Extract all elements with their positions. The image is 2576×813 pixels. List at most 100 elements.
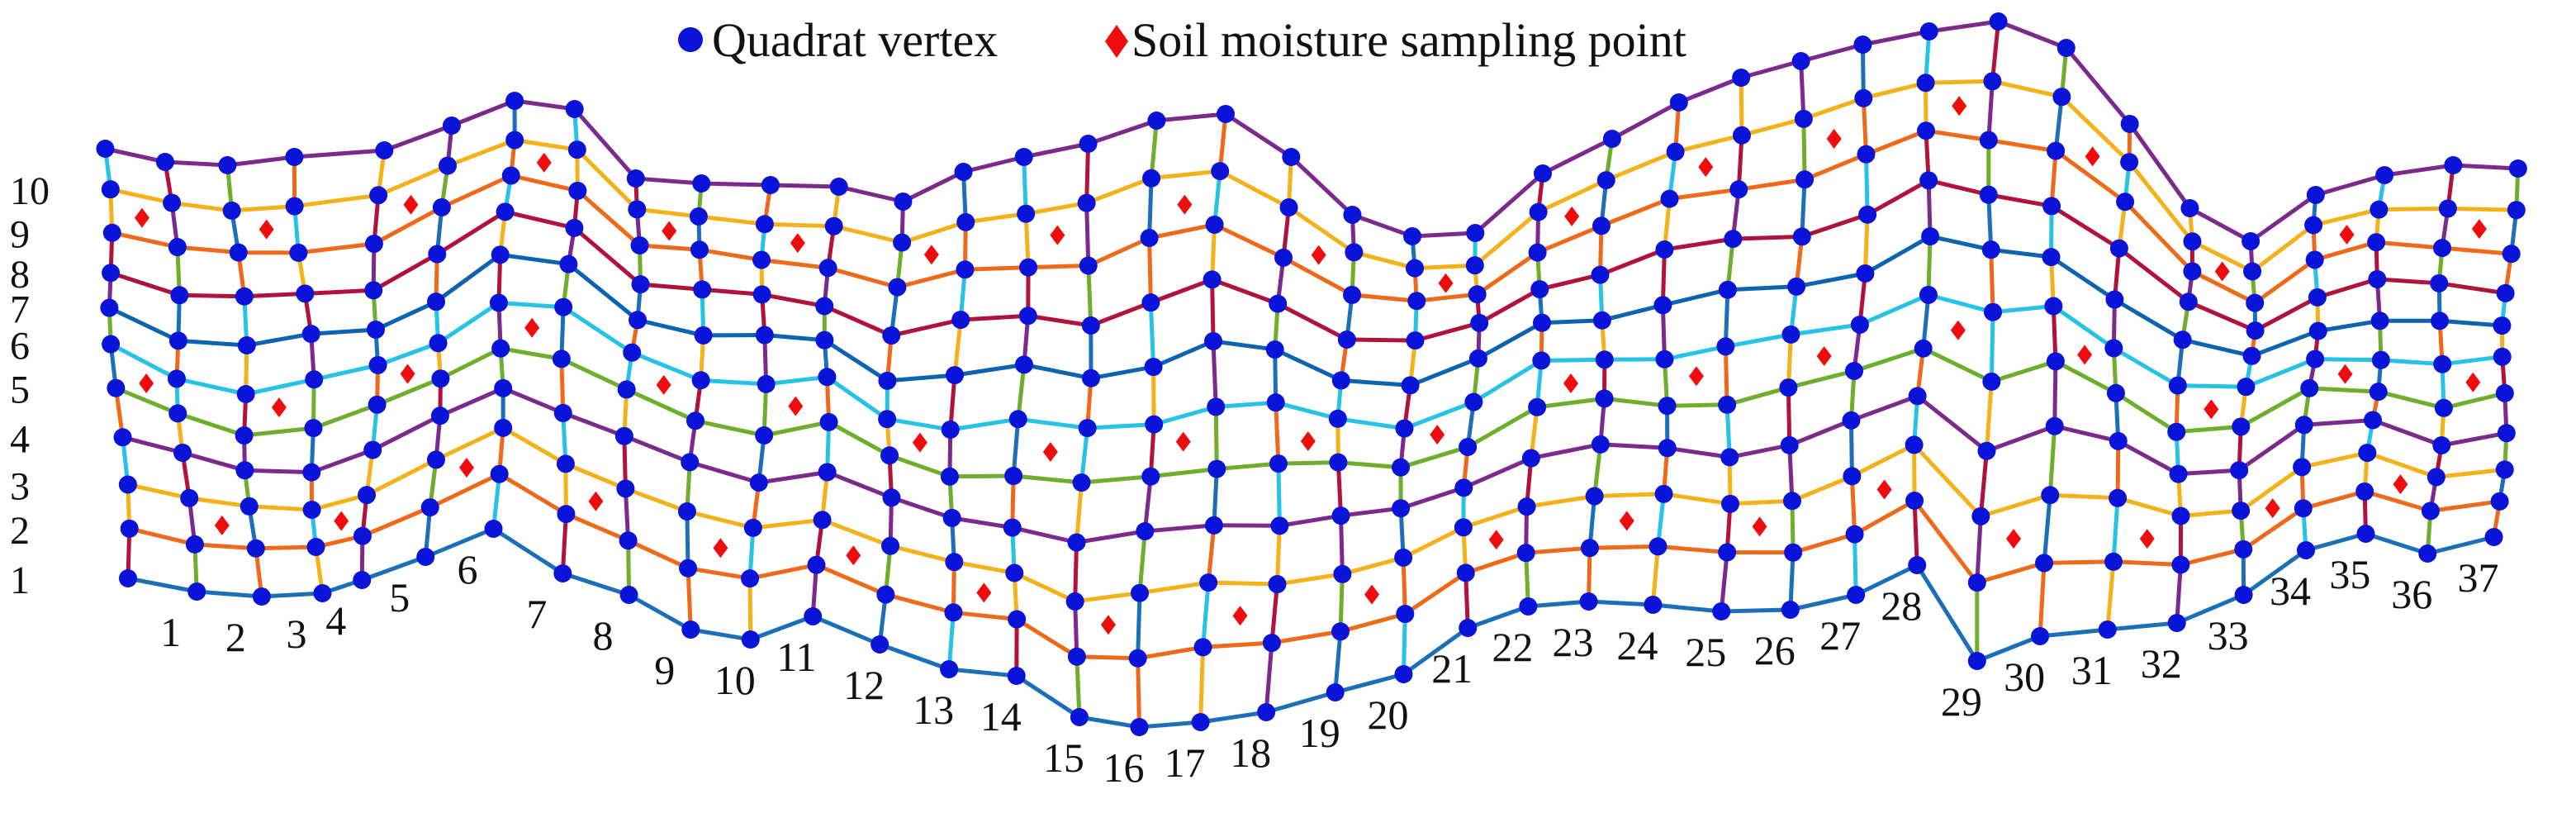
sampling-point bbox=[1826, 129, 1842, 150]
quadrat-vertex bbox=[1406, 259, 1425, 278]
quadrat-vertex bbox=[1784, 543, 1803, 562]
quadrat-vertex bbox=[829, 178, 848, 196]
quadrat-vertex bbox=[1265, 340, 1284, 359]
quadrat-vertex bbox=[1644, 596, 1663, 614]
quadrat-vertex bbox=[686, 411, 705, 430]
quadrat-vertex bbox=[1905, 435, 1924, 454]
quadrat-vertex bbox=[168, 404, 187, 423]
sampling-point bbox=[1876, 479, 1892, 500]
quadrat-vertex bbox=[818, 368, 837, 387]
quadrat-vertex bbox=[1394, 548, 1413, 567]
sampling-point bbox=[1752, 516, 1767, 537]
quadrat-vertex bbox=[163, 193, 182, 212]
quadrat-vertex bbox=[1326, 683, 1345, 701]
sampling-point bbox=[259, 219, 274, 240]
row-line bbox=[104, 19, 2518, 244]
column-label: 23 bbox=[1553, 619, 1594, 665]
column-segment bbox=[952, 319, 963, 376]
sampling-point bbox=[1950, 320, 1966, 340]
quadrat-vertex bbox=[956, 212, 975, 231]
quadrat-vertex bbox=[2167, 422, 2186, 441]
quadrat-vertex bbox=[491, 245, 510, 264]
sampling-point bbox=[1688, 366, 1704, 387]
row-label: 4 bbox=[10, 417, 30, 461]
row-label: 10 bbox=[10, 169, 50, 213]
quadrat-vertex bbox=[155, 153, 174, 171]
quadrat-vertex bbox=[942, 508, 961, 527]
quadrat-vertex bbox=[252, 587, 271, 606]
column-segment bbox=[1084, 202, 1091, 266]
quadrat-vertex bbox=[1464, 392, 1483, 411]
quadrat-vertex bbox=[1145, 415, 1164, 434]
column-label: 36 bbox=[2391, 571, 2432, 617]
quadrat-vertex bbox=[690, 240, 709, 259]
quadrat-vertex bbox=[429, 334, 448, 353]
row-label: 1 bbox=[10, 559, 30, 602]
quadrat-vertex bbox=[1454, 478, 1473, 497]
quadrat-vertex bbox=[2046, 352, 2065, 371]
quadrat-vertex bbox=[236, 384, 255, 403]
quadrat-vertex bbox=[553, 403, 572, 422]
sampling-point bbox=[134, 207, 149, 228]
quadrat-vertex bbox=[1396, 605, 1415, 624]
quadrat-vertex bbox=[1279, 198, 1298, 217]
quadrat-vertex bbox=[876, 585, 895, 604]
column-label: 11 bbox=[776, 634, 816, 680]
quadrat-vertex bbox=[1014, 148, 1033, 166]
quadrat-vertex bbox=[222, 201, 241, 220]
quadrat-vertex bbox=[1282, 148, 1301, 166]
quadrat-vertex bbox=[1579, 592, 1598, 611]
quadrat-vertex bbox=[1017, 204, 1036, 223]
column-segment bbox=[1719, 552, 1729, 612]
column-segment bbox=[1022, 156, 1028, 214]
quadrat-vertex bbox=[1331, 622, 1350, 641]
quadrat-vertex bbox=[1191, 713, 1210, 731]
quadrat-vertex bbox=[439, 156, 458, 175]
sampling-point bbox=[271, 397, 287, 418]
column-label: 7 bbox=[526, 591, 547, 637]
quadrat-vertex bbox=[2243, 262, 2262, 281]
sampling-points bbox=[134, 96, 2487, 635]
quadrat-vertex bbox=[416, 548, 435, 566]
quadrat-vertex bbox=[218, 156, 237, 174]
quadrat-vertex bbox=[229, 243, 248, 262]
quadrat-vertex bbox=[557, 505, 576, 524]
sampling-point bbox=[923, 245, 939, 265]
sampling-point bbox=[2465, 372, 2481, 392]
quadrat-vertex bbox=[1919, 22, 1938, 40]
quadrat-vertex bbox=[1729, 180, 1748, 199]
quadrat-vertex bbox=[1466, 224, 1485, 242]
column-segment bbox=[1978, 450, 1989, 517]
row-line bbox=[109, 292, 2503, 432]
column-label: 9 bbox=[654, 647, 675, 693]
quadrat-vertex bbox=[2432, 435, 2451, 454]
quadrat-vertex bbox=[1982, 372, 2001, 391]
quadrat-vertex bbox=[1456, 563, 1475, 582]
quadrat-vertex bbox=[2507, 201, 2526, 220]
quadrat-vertex bbox=[1794, 109, 1813, 128]
quadrat-vertex bbox=[1716, 337, 1735, 356]
quadrat-vertex bbox=[1845, 361, 1864, 380]
quadrat-vertex bbox=[2035, 554, 2054, 573]
quadrat-vertex bbox=[2120, 153, 2139, 172]
column-segment bbox=[1075, 482, 1084, 543]
quadrat-vertex bbox=[941, 420, 960, 439]
quadrat-vertex bbox=[364, 281, 383, 300]
quadrat-vertex bbox=[1130, 718, 1149, 736]
quadrat-vertex bbox=[358, 486, 377, 505]
column-segment bbox=[1912, 500, 1919, 566]
row-label: 7 bbox=[10, 288, 30, 332]
quadrat-vertex bbox=[1517, 497, 1536, 516]
quadrat-vertex bbox=[119, 569, 137, 587]
legend-sample-marker bbox=[1105, 25, 1128, 58]
quadrat-vertex bbox=[1781, 325, 1800, 344]
quadrat-vertex bbox=[623, 343, 642, 362]
quadrat-vertex bbox=[2431, 311, 2450, 330]
quadrat-vertex bbox=[302, 463, 321, 482]
sampling-point bbox=[1311, 245, 1326, 265]
sampling-point bbox=[1816, 346, 1832, 367]
quadrat-vertex bbox=[353, 526, 372, 545]
sampling-point bbox=[788, 396, 804, 416]
quadrat-vertex bbox=[1596, 171, 1615, 190]
column-label: 22 bbox=[1492, 624, 1533, 670]
